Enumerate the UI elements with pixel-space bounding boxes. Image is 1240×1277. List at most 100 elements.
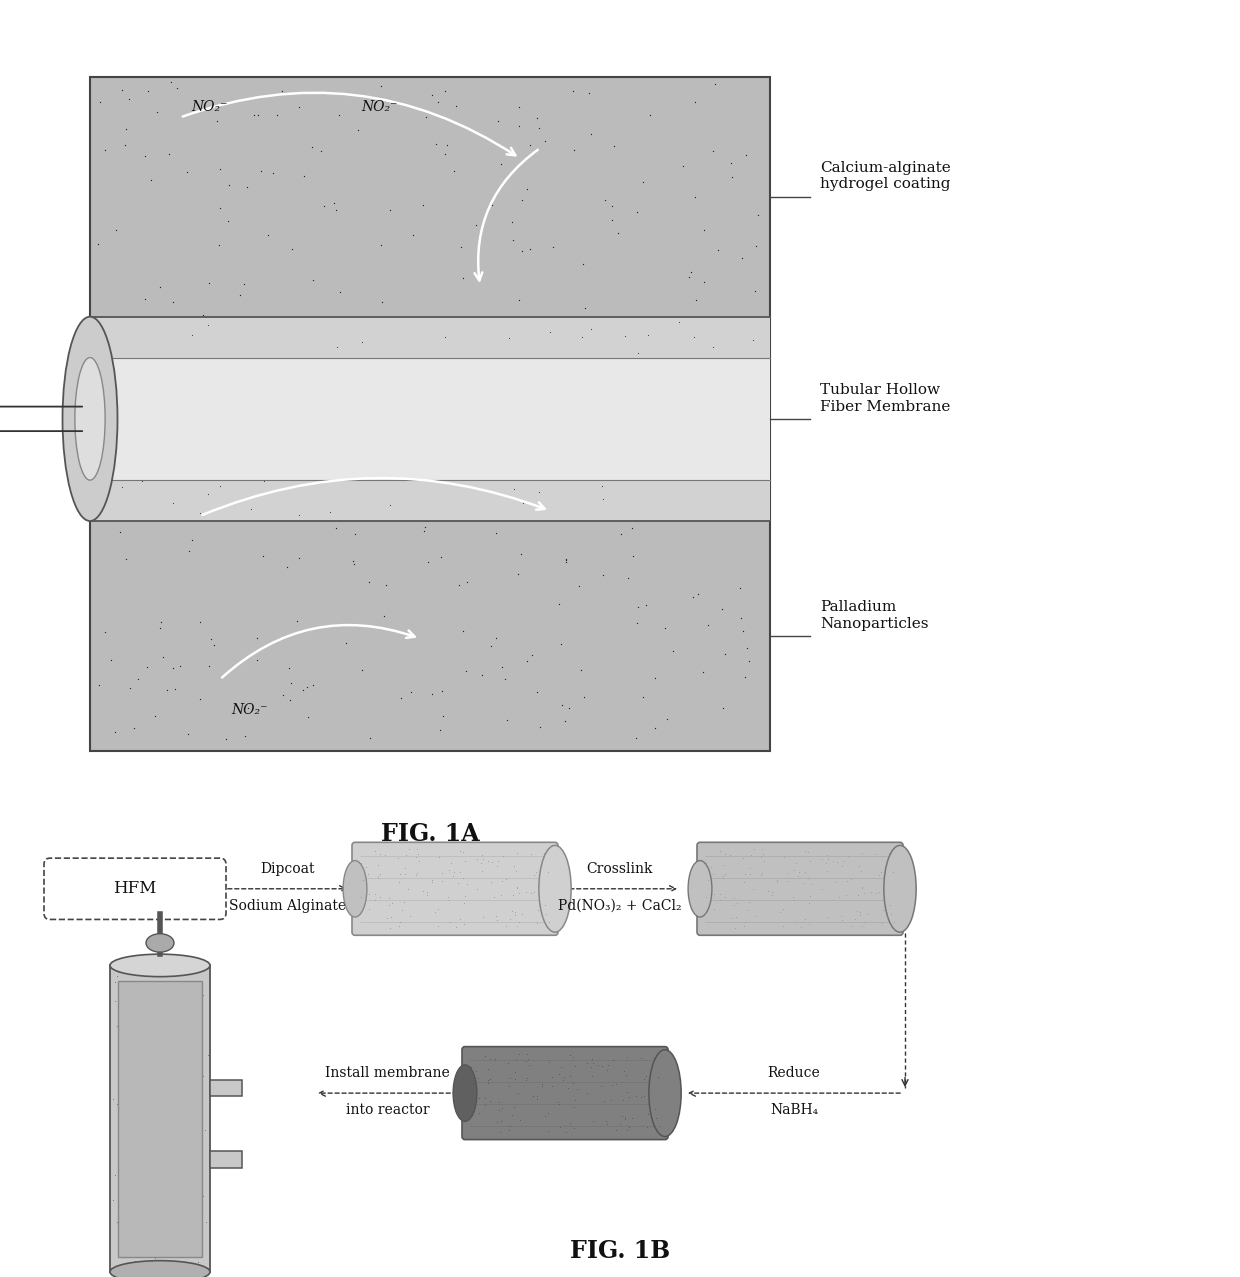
Point: [182, 530, 202, 550]
Point: [461, 1091, 481, 1111]
Point: [564, 1117, 584, 1138]
Point: [94, 622, 114, 642]
Point: [134, 1005, 154, 1025]
Point: [123, 1009, 143, 1029]
Point: [324, 193, 343, 213]
Point: [694, 220, 714, 240]
Point: [192, 1091, 212, 1111]
Point: [830, 886, 849, 907]
Point: [734, 872, 754, 893]
Point: [686, 290, 706, 310]
Point: [188, 1097, 208, 1117]
Point: [606, 1074, 626, 1094]
Point: [880, 895, 900, 916]
Point: [505, 479, 525, 499]
Text: NO₂⁻: NO₂⁻: [362, 101, 398, 114]
Point: [450, 842, 470, 862]
Point: [481, 485, 501, 506]
Point: [527, 109, 547, 129]
Point: [791, 917, 811, 937]
Point: [92, 467, 112, 488]
Point: [382, 893, 402, 913]
Point: [202, 424, 222, 444]
Point: [394, 865, 414, 885]
Point: [131, 470, 151, 490]
Point: [673, 366, 693, 387]
Point: [128, 1133, 148, 1153]
Point: [639, 324, 658, 345]
Point: [289, 504, 309, 525]
Point: [118, 1188, 138, 1208]
Point: [650, 1116, 670, 1137]
Point: [477, 1070, 497, 1091]
Point: [812, 879, 832, 899]
Point: [683, 587, 703, 608]
Point: [508, 564, 528, 585]
Point: [614, 1061, 634, 1082]
Point: [453, 621, 472, 641]
Point: [448, 346, 467, 366]
Point: [115, 350, 135, 370]
Point: [595, 189, 615, 209]
Point: [311, 471, 331, 492]
Point: [595, 487, 615, 507]
Point: [177, 1029, 197, 1050]
FancyBboxPatch shape: [697, 843, 903, 935]
Point: [179, 1061, 198, 1082]
Point: [250, 161, 270, 181]
Point: [467, 1068, 487, 1088]
Point: [109, 438, 129, 458]
Point: [110, 501, 130, 521]
Point: [150, 277, 170, 298]
Point: [591, 1056, 611, 1077]
Point: [188, 1112, 208, 1133]
Point: [501, 1116, 521, 1137]
Point: [148, 978, 167, 999]
Point: [372, 292, 392, 313]
Point: [583, 1054, 603, 1074]
Point: [280, 673, 300, 693]
Ellipse shape: [688, 861, 712, 917]
Point: [113, 365, 133, 386]
Point: [415, 106, 435, 126]
Point: [517, 1068, 537, 1088]
Point: [181, 1171, 201, 1191]
Point: [190, 688, 210, 709]
Point: [831, 907, 851, 927]
Point: [450, 862, 470, 882]
Point: [236, 725, 255, 746]
Point: [486, 909, 506, 930]
Point: [529, 481, 549, 502]
Point: [145, 1137, 165, 1157]
Point: [129, 318, 149, 338]
Point: [428, 899, 448, 919]
Point: [108, 1212, 128, 1232]
Point: [198, 484, 218, 504]
Point: [534, 843, 554, 863]
Point: [193, 1186, 213, 1207]
Point: [486, 627, 506, 647]
Point: [563, 1046, 583, 1066]
Point: [680, 389, 699, 410]
Point: [320, 502, 340, 522]
Text: Pd(NO₃)₂ + CaCl₂: Pd(NO₃)₂ + CaCl₂: [558, 899, 682, 913]
Point: [454, 842, 474, 862]
Point: [763, 881, 782, 902]
Point: [167, 78, 187, 98]
Point: [140, 1140, 160, 1161]
Point: [171, 991, 191, 1011]
FancyBboxPatch shape: [43, 858, 226, 919]
Point: [238, 386, 258, 406]
Point: [181, 1098, 201, 1119]
Point: [377, 908, 397, 928]
Point: [185, 1225, 205, 1245]
Point: [104, 991, 124, 1011]
Point: [334, 506, 353, 526]
Point: [114, 1232, 134, 1253]
Point: [177, 1045, 197, 1065]
Point: [800, 850, 820, 871]
Point: [753, 844, 773, 865]
Text: Crosslink: Crosslink: [587, 862, 653, 876]
Point: [503, 857, 523, 877]
Point: [107, 1094, 126, 1115]
